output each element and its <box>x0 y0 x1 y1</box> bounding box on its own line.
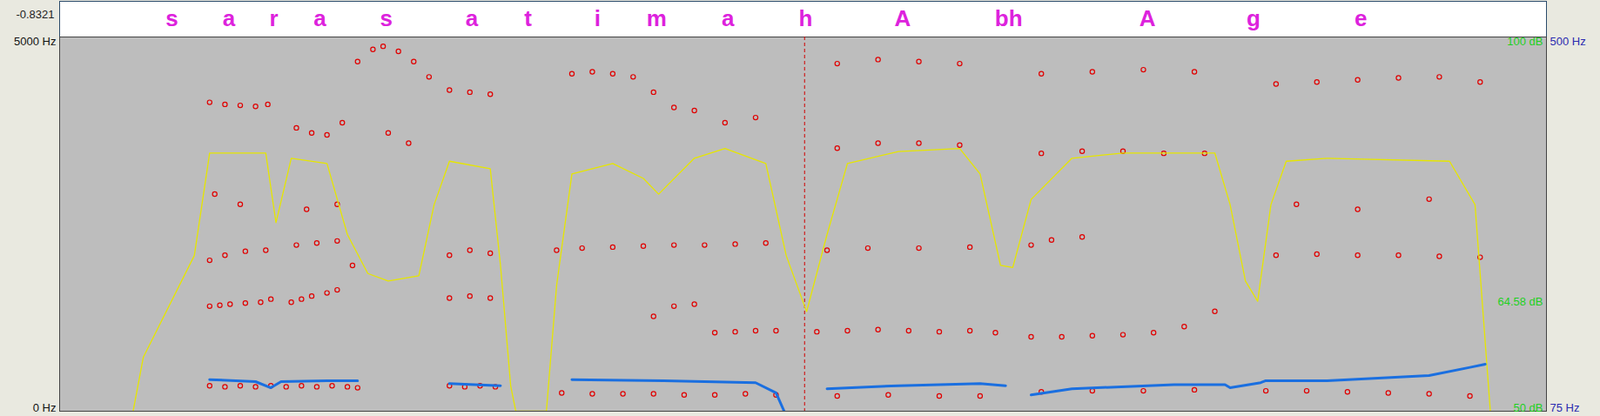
svg-text:e: e <box>1354 5 1367 32</box>
svg-text:a: a <box>721 5 735 32</box>
svg-text:r: r <box>269 5 279 32</box>
svg-text:bh: bh <box>994 5 1023 32</box>
svg-text:-0.8321: -0.8321 <box>15 7 54 21</box>
svg-text:5000 Hz: 5000 Hz <box>13 34 56 48</box>
svg-text:75 Hz: 75 Hz <box>1550 401 1580 415</box>
svg-text:i: i <box>594 5 601 32</box>
svg-text:t: t <box>524 5 532 32</box>
svg-text:s: s <box>379 5 392 32</box>
svg-text:h: h <box>798 5 813 32</box>
svg-text:64.58 dB: 64.58 dB <box>1497 295 1543 309</box>
svg-text:a: a <box>465 5 479 32</box>
svg-text:A: A <box>894 5 911 32</box>
svg-text:a: a <box>313 5 327 32</box>
svg-text:a: a <box>222 5 236 32</box>
svg-text:s: s <box>165 5 178 32</box>
svg-text:m: m <box>646 5 667 32</box>
svg-text:50 dB: 50 dB <box>1513 401 1544 415</box>
svg-text:100 dB: 100 dB <box>1506 34 1543 48</box>
svg-text:500 Hz: 500 Hz <box>1550 34 1587 48</box>
svg-text:0 Hz: 0 Hz <box>33 401 57 415</box>
svg-text:g: g <box>1246 5 1261 32</box>
svg-text:A: A <box>1139 5 1157 32</box>
